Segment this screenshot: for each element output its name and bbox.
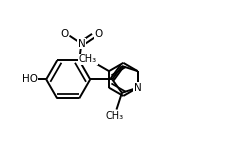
Text: CH₃: CH₃	[79, 54, 97, 64]
Text: N: N	[134, 83, 142, 93]
Text: O: O	[60, 29, 68, 39]
Text: O: O	[94, 29, 103, 39]
Text: N: N	[77, 39, 85, 49]
Text: CH₃: CH₃	[105, 111, 123, 121]
Text: HO: HO	[22, 74, 38, 84]
